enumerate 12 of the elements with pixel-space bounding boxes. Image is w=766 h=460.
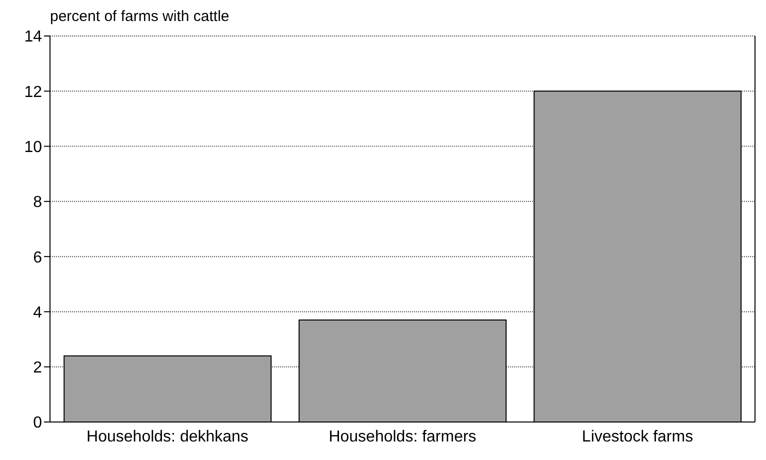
x-tick-label: Households: dekhkans [86, 428, 248, 446]
y-tick-label: 14 [24, 28, 42, 46]
y-tick-label: 10 [24, 138, 42, 156]
y-axis-title: percent of farms with cattle [50, 8, 230, 25]
y-tick-label: 2 [33, 360, 42, 377]
y-tick-label: 4 [33, 304, 42, 322]
x-tick-label: Households: farmers [328, 428, 476, 446]
y-tick-label: 6 [33, 249, 42, 266]
x-tick-label: Livestock farms [582, 428, 694, 446]
y-tick-label: 0 [33, 414, 42, 432]
y-tick-label: 12 [24, 84, 42, 101]
y-tick-label: 8 [33, 194, 42, 212]
